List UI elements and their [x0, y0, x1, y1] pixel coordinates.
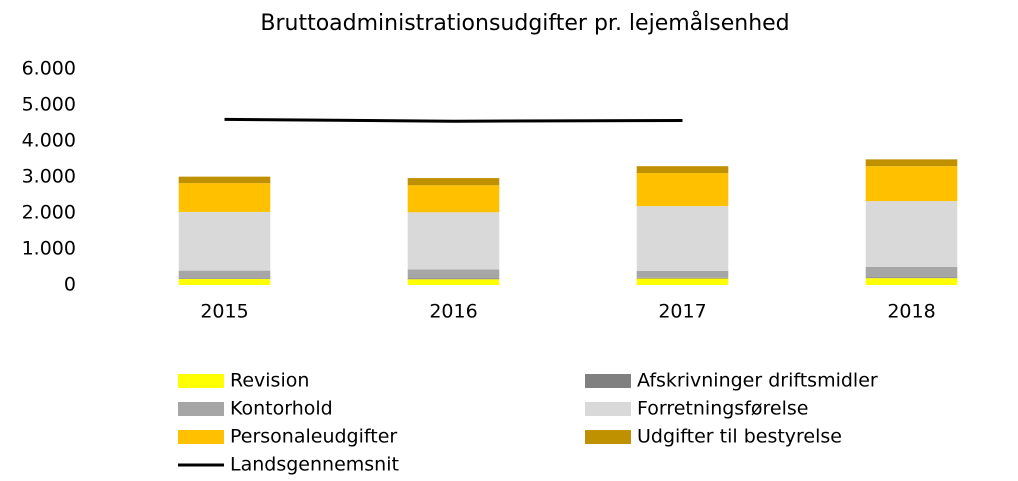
- bar-segment: [407, 178, 500, 186]
- legend-swatch: [178, 402, 224, 416]
- bar-segment: [636, 206, 729, 271]
- y-tick-label: 3.000: [22, 166, 76, 188]
- bar-segment: [407, 185, 500, 213]
- bar-segment: [865, 278, 958, 285]
- legend-label: Afskrivninger driftsmidler: [637, 370, 878, 392]
- legend-label: Landsgennemsnit: [230, 454, 399, 476]
- legend-label: Forretningsførelse: [637, 398, 808, 420]
- chart-title: Bruttoadministrationsudgifter pr. lejemå…: [260, 10, 789, 36]
- bar-segment: [178, 278, 271, 285]
- bar-segment: [178, 183, 271, 212]
- line: [224, 117, 683, 123]
- x-tick-label: 2017: [658, 301, 706, 323]
- legend-label: Kontorhold: [230, 398, 333, 420]
- bar-segment: [865, 277, 958, 279]
- bar-segment: [178, 176, 271, 184]
- bar-segment: [407, 269, 500, 279]
- legend-swatch: [585, 374, 631, 388]
- bar-segment: [865, 201, 958, 267]
- legend-swatch: [178, 374, 224, 388]
- bar-segment: [407, 279, 500, 285]
- bar-segment: [636, 277, 729, 279]
- y-tick-label: 6.000: [22, 58, 76, 80]
- legend-swatch: [585, 430, 631, 444]
- bar-segment: [178, 278, 271, 279]
- legend-swatch: [178, 430, 224, 444]
- bar-segment: [407, 278, 500, 280]
- bar-segment: [636, 166, 729, 174]
- bar-segment: [178, 270, 271, 279]
- bar-segment: [407, 212, 500, 270]
- legend-label: Udgifter til bestyrelse: [637, 426, 842, 448]
- x-tick-label: 2016: [429, 301, 477, 323]
- legend-label: Revision: [230, 370, 309, 392]
- legend-swatch: [585, 402, 631, 416]
- y-tick-label: 0: [64, 274, 76, 296]
- bar-segment: [865, 166, 958, 202]
- bar-segment: [865, 267, 958, 278]
- bar-segment: [636, 278, 729, 285]
- x-tick-label: 2018: [887, 301, 935, 323]
- bar-segment: [636, 270, 729, 278]
- x-tick-label: 2015: [200, 301, 248, 323]
- bar-segment: [178, 211, 271, 271]
- bar-segment: [636, 173, 729, 207]
- bar-segment: [865, 159, 958, 167]
- legend-label: Personaleudgifter: [230, 426, 397, 448]
- y-tick-label: 4.000: [22, 130, 76, 152]
- y-tick-label: 2.000: [22, 202, 76, 224]
- y-tick-label: 1.000: [22, 238, 76, 260]
- y-tick-label: 5.000: [22, 94, 76, 116]
